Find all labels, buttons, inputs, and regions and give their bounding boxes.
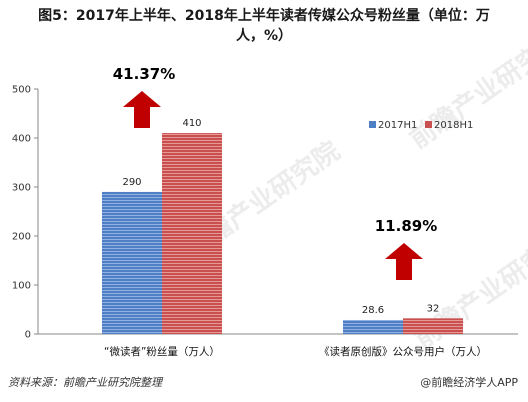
x-category-label: 《读者原创版》公众号用户（万人） bbox=[319, 345, 487, 358]
growth-rate-label: 41.37% bbox=[113, 65, 175, 83]
legend-label: 2018H1 bbox=[434, 120, 473, 131]
growth-arrow-icon bbox=[123, 91, 161, 128]
y-tick-label: 100 bbox=[12, 281, 31, 292]
x-category-label: “微读者”粉丝量（万人） bbox=[104, 345, 220, 358]
y-tick-label: 500 bbox=[12, 85, 31, 96]
chart-title: 图5：2017年上半年、2018年上半年读者传媒公众号粉丝量（单位：万 人，%） bbox=[0, 6, 528, 46]
growth-arrow-icon bbox=[385, 243, 423, 280]
data-label: 28.6 bbox=[362, 305, 384, 316]
data-label: 32 bbox=[427, 303, 440, 314]
y-tick-label: 0 bbox=[25, 330, 31, 341]
y-tick-label: 400 bbox=[12, 134, 31, 145]
growth-rate-label: 11.89% bbox=[375, 217, 437, 235]
bar bbox=[162, 133, 222, 334]
chart-title-line-1: 图5：2017年上半年、2018年上半年读者传媒公众号粉丝量（单位：万 bbox=[38, 8, 490, 24]
data-label: 410 bbox=[182, 118, 201, 129]
bar bbox=[102, 191, 162, 334]
chart-title-line-2: 人，%） bbox=[235, 28, 293, 44]
credit-label: @前瞻经济学人APP bbox=[420, 376, 518, 389]
legend-swatch bbox=[425, 121, 432, 128]
data-label: 290 bbox=[122, 177, 141, 188]
y-tick-label: 300 bbox=[12, 183, 31, 194]
plot-area: 0 100 200 300 400 500 “微读者”粉丝量（万人） 290 410 41.37%… bbox=[12, 65, 518, 358]
bar bbox=[343, 319, 403, 334]
source-note: 资料来源：前瞻产业研究院整理 bbox=[8, 376, 162, 389]
legend-swatch bbox=[369, 121, 376, 128]
y-tick-label: 200 bbox=[12, 232, 31, 243]
legend-label: 2017H1 bbox=[378, 120, 417, 131]
bar bbox=[403, 318, 463, 334]
